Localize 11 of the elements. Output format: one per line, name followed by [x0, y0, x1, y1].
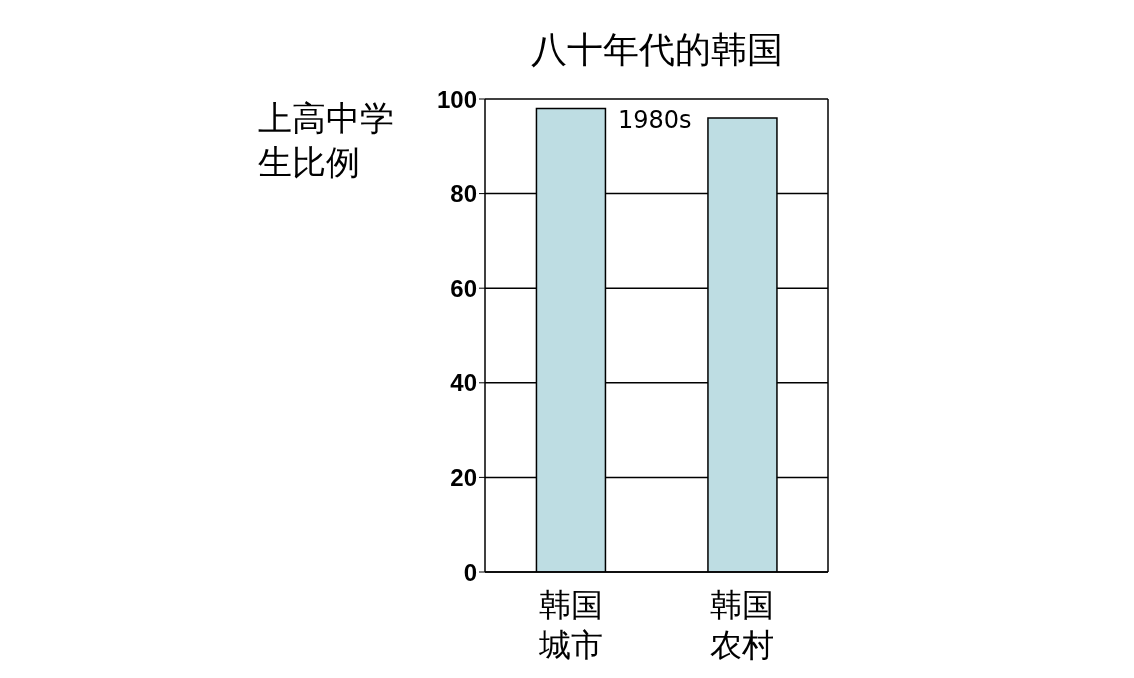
y-tick-label: 100	[436, 85, 477, 113]
y-tick-label: 60	[450, 274, 477, 302]
y-tick-label: 20	[450, 463, 477, 491]
x-tick-label: 韩国城市	[537, 586, 603, 664]
y-tick-label: 40	[450, 369, 477, 397]
chart-title: 八十年代的韩国	[529, 28, 784, 72]
y-tick-label: 80	[450, 180, 477, 208]
x-tick-label: 韩国农村	[710, 586, 775, 664]
y-tick-label: 0	[463, 558, 477, 586]
y-axis-title: 上高中学生比例	[258, 97, 395, 184]
annotation: 1980s	[618, 106, 692, 134]
